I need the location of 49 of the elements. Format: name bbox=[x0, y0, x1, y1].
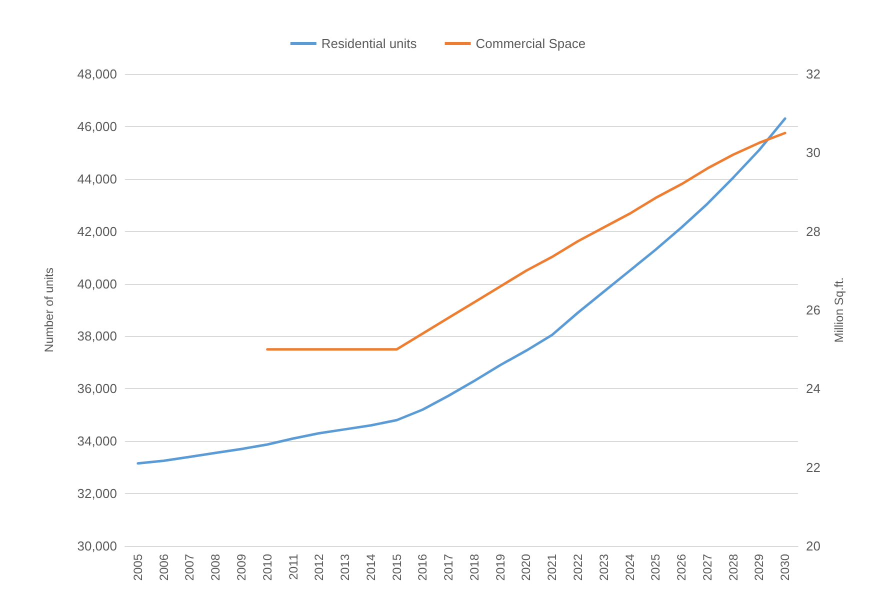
x-tick-label: 2012 bbox=[312, 554, 326, 581]
y2-tick-label: 32 bbox=[806, 66, 820, 82]
x-tick-label: 2019 bbox=[493, 554, 508, 581]
x-tick-label: 2027 bbox=[700, 554, 714, 581]
x-tick-label: 2013 bbox=[338, 554, 352, 581]
x-tick-label: 2014 bbox=[364, 554, 378, 581]
x-tick-label: 2017 bbox=[442, 554, 456, 581]
x-tick-label: 2023 bbox=[596, 554, 611, 581]
y-tick-label: 32,000 bbox=[77, 486, 117, 502]
y2-tick-label: 28 bbox=[806, 224, 820, 239]
x-tick-label: 2030 bbox=[778, 554, 792, 581]
x-tick-label: 2020 bbox=[519, 554, 534, 581]
x-tick-label: 2026 bbox=[674, 554, 689, 581]
y-tick-label: 48,000 bbox=[77, 66, 117, 82]
y-tick-label: 30,000 bbox=[77, 538, 117, 554]
x-tick-label: 2011 bbox=[286, 554, 300, 580]
x-tick-label: 2008 bbox=[208, 554, 223, 581]
y2-tick-label: 20 bbox=[806, 538, 820, 554]
y-tick-label: 36,000 bbox=[77, 381, 117, 396]
y2-axis-title: Million Sq.ft. bbox=[832, 277, 846, 343]
x-tick-label: 2029 bbox=[752, 554, 766, 581]
y-tick-label: 42,000 bbox=[77, 224, 117, 239]
x-tick-label: 2007 bbox=[182, 554, 197, 581]
x-tick-label: 2024 bbox=[622, 554, 637, 581]
legend-label: Residential units bbox=[321, 36, 418, 51]
x-tick-label: 2028 bbox=[726, 554, 740, 581]
x-tick-label: 2006 bbox=[156, 554, 171, 581]
x-tick-label: 2021 bbox=[545, 554, 560, 581]
y2-tick-label: 26 bbox=[806, 302, 820, 318]
y2-tick-label: 24 bbox=[806, 381, 820, 396]
x-tick-label: 2022 bbox=[570, 554, 585, 581]
y-tick-label: 38,000 bbox=[77, 328, 117, 344]
y2-tick-label: 30 bbox=[806, 145, 820, 160]
x-tick-label: 2025 bbox=[648, 554, 663, 581]
x-tick-label: 2009 bbox=[234, 554, 248, 581]
line-series bbox=[266, 132, 786, 351]
y-tick-label: 34,000 bbox=[77, 434, 117, 449]
y-axis-title: Number of units bbox=[42, 268, 56, 352]
y-tick-label: 40,000 bbox=[77, 276, 117, 292]
x-tick-label: 2018 bbox=[467, 554, 482, 581]
legend-label: Commercial Space bbox=[476, 36, 586, 51]
y2-tick-label: 22 bbox=[806, 460, 820, 475]
x-tick-label: 2016 bbox=[416, 554, 430, 581]
line-series bbox=[136, 117, 786, 465]
x-tick-label: 2005 bbox=[130, 554, 145, 581]
y-tick-label: 46,000 bbox=[77, 118, 117, 134]
x-tick-label: 2015 bbox=[390, 554, 404, 581]
y-tick-label: 44,000 bbox=[77, 171, 117, 186]
x-tick-label: 2010 bbox=[260, 554, 274, 581]
